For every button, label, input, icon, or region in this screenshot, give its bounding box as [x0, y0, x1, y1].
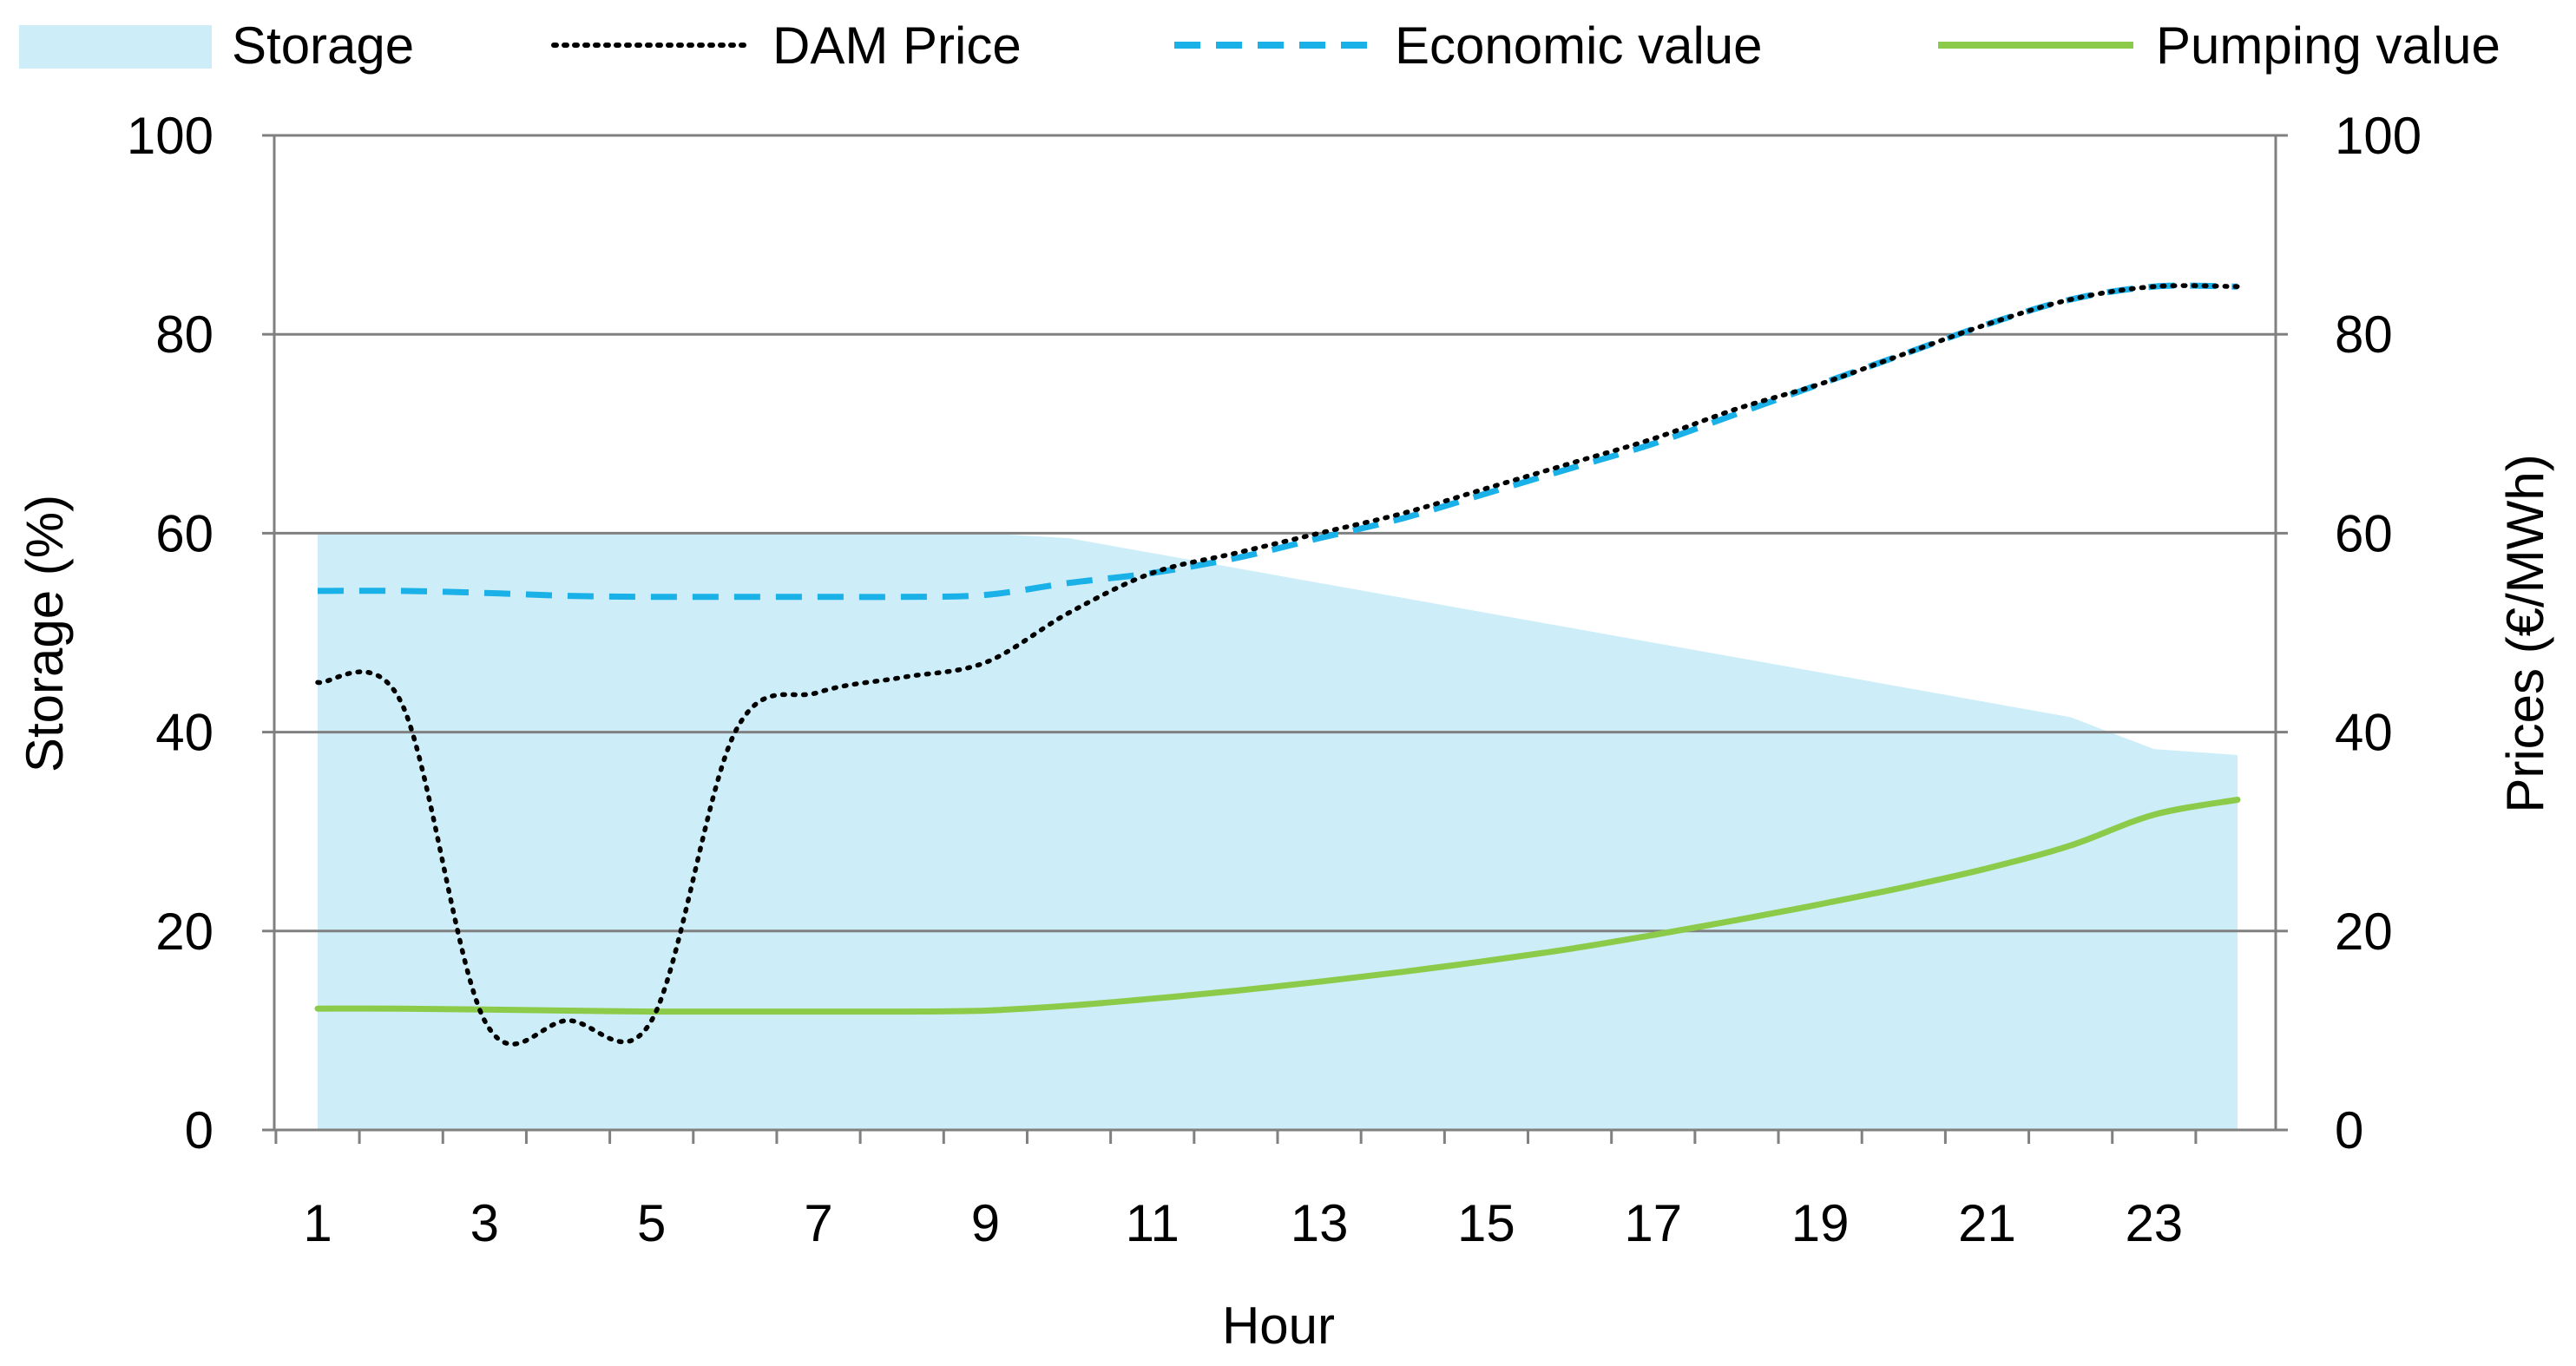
y-right-tick-label: 80	[2335, 305, 2393, 364]
y-left-tick-label: 60	[155, 504, 214, 562]
x-tick-label: 11	[1126, 1194, 1180, 1252]
x-tick-label: 1	[303, 1194, 332, 1252]
legend-label-storage: Storage	[232, 16, 414, 75]
y-left-tick-label: 20	[155, 903, 214, 961]
legend-label-pumping-value: Pumping value	[2156, 16, 2500, 75]
storage-area-layer	[318, 533, 2238, 1130]
x-tick-label: 17	[1624, 1194, 1682, 1252]
legend-label-dam-price: DAM Price	[772, 16, 1022, 75]
y-right-tick-label: 0	[2335, 1101, 2363, 1159]
y-left-tick-label: 80	[155, 305, 214, 364]
y-right-tick-label: 60	[2335, 504, 2393, 562]
x-axis-title: Hour	[1222, 1297, 1335, 1355]
y-right-tick-label: 100	[2335, 107, 2422, 165]
y-right-tick-label: 20	[2335, 903, 2393, 961]
x-tick-label: 3	[470, 1194, 499, 1252]
legend-label-economic-value: Economic value	[1395, 16, 1763, 75]
series-lines	[314, 282, 2241, 1047]
x-tick-label: 21	[1958, 1194, 2016, 1252]
y-left-tick-label: 40	[155, 704, 214, 762]
series-line-economic-value	[317, 282, 2238, 601]
y-left-tick-label: 0	[185, 1101, 214, 1159]
y-left-tick-label: 100	[127, 107, 214, 165]
series-line-pumping-value	[314, 797, 2241, 1015]
y-right-tick-label: 40	[2335, 704, 2393, 762]
x-tick-label: 19	[1791, 1194, 1850, 1252]
series-line-dam-price	[315, 283, 2240, 1047]
x-tick-labels: 1 3 5 7 9 11 13 15 17 19 21 23	[303, 1194, 2183, 1252]
storage-area	[318, 533, 2238, 1130]
y-left-tick-labels: 0 20 40 60 80 100	[127, 107, 214, 1159]
y-right-axis-title: Prices (€/MWh)	[2496, 454, 2554, 812]
legend-swatch-storage	[19, 25, 212, 69]
x-tick-label: 23	[2125, 1194, 2183, 1252]
y-right-tick-labels: 0 20 40 60 80 100	[2335, 107, 2422, 1159]
axes	[262, 134, 2288, 1144]
gridlines	[274, 134, 2276, 933]
x-tick-label: 7	[804, 1194, 832, 1252]
y-left-axis-title: Storage (%)	[16, 495, 74, 772]
x-tick-label: 13	[1291, 1194, 1349, 1252]
legend: Storage DAM Price Economic value Pumping…	[19, 16, 2500, 75]
x-tick-label: 5	[637, 1194, 666, 1252]
x-tick-label: 15	[1457, 1194, 1515, 1252]
x-tick-label: 9	[971, 1194, 1000, 1252]
